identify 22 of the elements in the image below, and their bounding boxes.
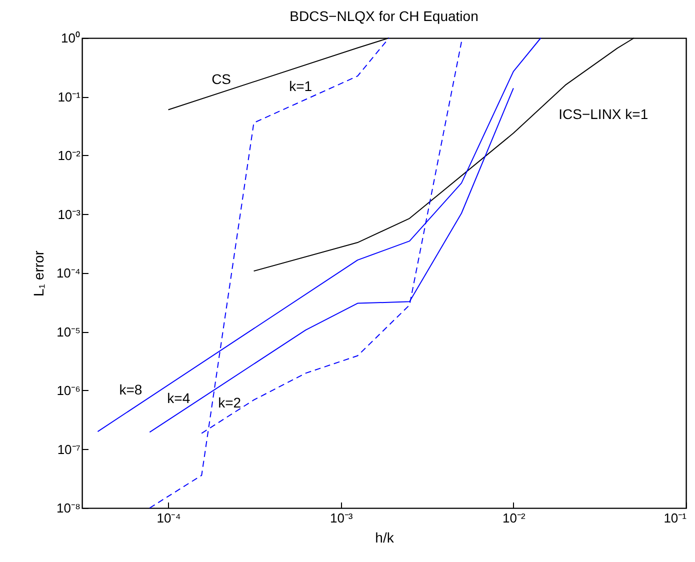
x-tick-label: 10⁻² — [502, 510, 526, 526]
series-label: k=4 — [167, 390, 190, 406]
series-label: k=2 — [218, 394, 242, 410]
series-label: k=8 — [119, 382, 142, 398]
y-tick-label: 10⁻⁷ — [57, 442, 81, 457]
series-label: k=1 — [289, 78, 312, 94]
series-label: CS — [212, 70, 232, 87]
y-tick-label: 10⁻² — [58, 148, 82, 163]
y-tick-label: 10⁻³ — [58, 206, 82, 222]
y-tick-label: 10⁻¹ — [58, 89, 82, 104]
y-tick-label: 10⁻⁶ — [56, 383, 80, 398]
y-tick-label: 10⁻⁵ — [56, 324, 80, 340]
chart-title: BDCS−NLQX for CH Equation — [290, 8, 478, 24]
y-tick-label: 10⁰ — [61, 30, 80, 46]
x-tick-label: 10⁻⁴ — [156, 510, 181, 526]
y-tick-label: 10⁻⁴ — [56, 266, 80, 280]
x-axis-title: h/k — [375, 530, 395, 546]
y-tick-label: 10⁻⁸ — [56, 500, 80, 516]
series-label: ICS−LINX k=1 — [558, 106, 648, 122]
x-tick-label: 10⁻³ — [330, 510, 354, 526]
y-axis-title: L₁ error — [30, 250, 46, 296]
x-tick-label: 10⁻¹ — [664, 510, 688, 526]
